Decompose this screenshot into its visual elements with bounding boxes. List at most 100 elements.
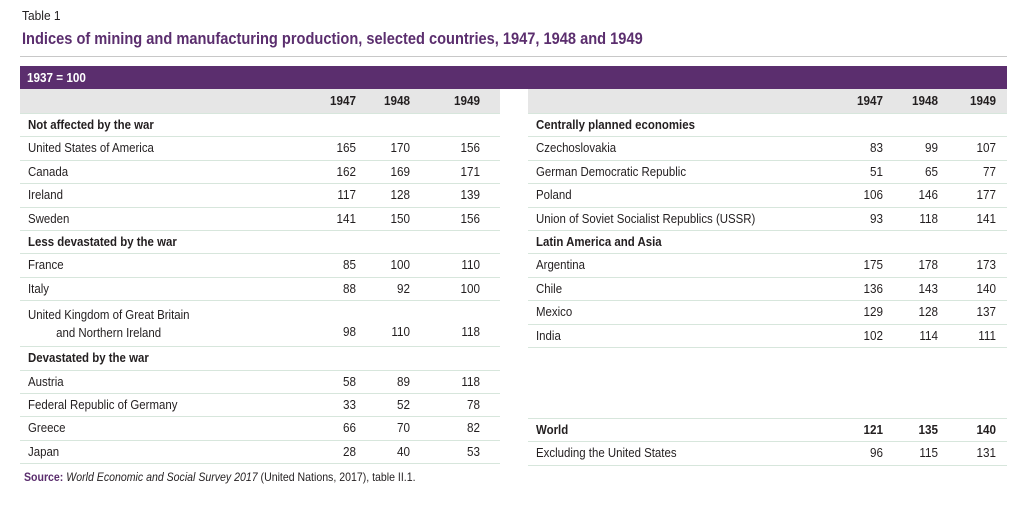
value-1949: 173 bbox=[976, 257, 996, 273]
row-label-line2: and Northern Ireland bbox=[56, 325, 162, 341]
row-label: Sweden bbox=[28, 210, 70, 226]
value-1948: 128 bbox=[918, 304, 938, 320]
table-row: Argentina 175 178 173 bbox=[528, 253, 1007, 278]
table-title: Indices of mining and manufacturing prod… bbox=[22, 29, 643, 48]
table-row: Italy 88 92 100 bbox=[20, 277, 500, 302]
title-divider bbox=[20, 56, 1007, 57]
value-1948: 143 bbox=[918, 280, 938, 296]
value-1947: 141 bbox=[336, 210, 356, 226]
value-1947: 117 bbox=[337, 187, 356, 203]
value-1948: 170 bbox=[390, 140, 410, 156]
year-header-1947: 1947 bbox=[329, 93, 356, 108]
row-label: Czechoslovakia bbox=[536, 140, 617, 156]
table-row: United Kingdom of Great Britain and North… bbox=[20, 300, 500, 348]
value-1947: 28 bbox=[342, 443, 356, 459]
table-row: Excluding the United States 96 115 131 bbox=[528, 441, 1007, 466]
world-row: World 121 135 140 bbox=[528, 418, 1007, 443]
row-label: United States of America bbox=[28, 140, 154, 156]
value-1949: 137 bbox=[976, 304, 996, 320]
group-heading: Centrally planned economies bbox=[528, 113, 1007, 138]
value-1948: 115 bbox=[919, 445, 938, 461]
row-label-line1: United Kingdom of Great Britain bbox=[28, 307, 190, 323]
value-1947: 96 bbox=[869, 445, 883, 461]
table-row: United States of America 165 170 156 bbox=[20, 136, 500, 161]
table-row: Sweden 141 150 156 bbox=[20, 207, 500, 231]
row-label: Excluding the United States bbox=[536, 445, 677, 461]
value-1948: 135 bbox=[918, 422, 938, 437]
table-row: Federal Republic of Germany 33 52 78 bbox=[20, 393, 500, 418]
value-1949: 118 bbox=[461, 324, 480, 340]
value-1948: 65 bbox=[924, 163, 938, 179]
value-1949: 107 bbox=[976, 140, 996, 156]
year-header-1948: 1948 bbox=[383, 93, 410, 108]
value-1949: 140 bbox=[976, 422, 996, 437]
value-1947: 136 bbox=[863, 280, 883, 296]
value-1949: 131 bbox=[976, 445, 996, 461]
table-row: France 85 100 110 bbox=[20, 253, 500, 278]
row-label: Devastated by the war bbox=[28, 350, 149, 366]
source-label: Source: bbox=[24, 470, 64, 484]
value-1948: 110 bbox=[391, 324, 410, 340]
table-row: German Democratic Republic 51 65 77 bbox=[528, 160, 1007, 185]
value-1949: 171 bbox=[460, 163, 480, 179]
value-1948: 70 bbox=[396, 420, 410, 436]
value-1949: 110 bbox=[461, 257, 480, 273]
blank-spacer-row bbox=[528, 347, 1007, 419]
row-label: Latin America and Asia bbox=[536, 234, 662, 249]
table-row: Poland 106 146 177 bbox=[528, 183, 1007, 208]
value-1948: 52 bbox=[396, 397, 410, 412]
value-1947: 129 bbox=[863, 304, 883, 320]
row-label: Italy bbox=[28, 280, 49, 296]
value-1947: 88 bbox=[342, 280, 356, 296]
value-1949: 53 bbox=[466, 443, 480, 459]
row-label: Less devastated by the war bbox=[28, 234, 177, 249]
value-1948: 100 bbox=[390, 257, 410, 273]
value-1949: 156 bbox=[460, 210, 480, 226]
table-row: Japan 28 40 53 bbox=[20, 440, 500, 465]
value-1949: 118 bbox=[461, 373, 480, 389]
row-label: World bbox=[536, 422, 569, 437]
table-row: Ireland 117 128 139 bbox=[20, 183, 500, 208]
value-1947: 58 bbox=[342, 373, 356, 389]
row-label: Federal Republic of Germany bbox=[28, 397, 178, 412]
source-rest: (United Nations, 2017), table II.1. bbox=[257, 470, 416, 484]
value-1948: 146 bbox=[918, 187, 938, 203]
value-1948: 114 bbox=[919, 327, 938, 343]
value-1948: 178 bbox=[918, 257, 938, 273]
row-label: France bbox=[28, 257, 64, 273]
value-1947: 93 bbox=[869, 210, 883, 226]
row-label: Greece bbox=[28, 420, 66, 436]
year-header-row: 1947 1948 1949 bbox=[20, 89, 500, 114]
value-1948: 99 bbox=[924, 140, 938, 156]
year-header-1948: 1948 bbox=[911, 93, 938, 108]
value-1948: 118 bbox=[919, 210, 938, 226]
row-label: Not affected by the war bbox=[28, 117, 154, 132]
table-row: Greece 66 70 82 bbox=[20, 416, 500, 441]
row-label: Ireland bbox=[28, 187, 63, 203]
value-1948: 169 bbox=[390, 163, 410, 179]
row-label: German Democratic Republic bbox=[536, 163, 687, 179]
value-1949: 141 bbox=[976, 210, 996, 226]
value-1949: 177 bbox=[976, 187, 996, 203]
value-1947: 106 bbox=[863, 187, 883, 203]
base-year-label: 1937 = 100 bbox=[27, 70, 86, 85]
row-label: Chile bbox=[536, 280, 563, 296]
table-label: Table 1 bbox=[22, 8, 61, 23]
table-row: Union of Soviet Socialist Republics (USS… bbox=[528, 207, 1007, 231]
row-label: Mexico bbox=[536, 304, 573, 320]
value-1949: 139 bbox=[460, 187, 480, 203]
year-header-1949: 1949 bbox=[453, 93, 480, 108]
table-row: India 102 114 111 bbox=[528, 324, 1007, 348]
year-header-row: 1947 1948 1949 bbox=[528, 89, 1007, 114]
group-heading: Latin America and Asia bbox=[528, 230, 1007, 255]
table-row: Mexico 129 128 137 bbox=[528, 300, 1007, 325]
row-label: Union of Soviet Socialist Republics (USS… bbox=[536, 210, 756, 226]
row-label: Argentina bbox=[536, 257, 585, 273]
row-label: Japan bbox=[28, 443, 60, 459]
value-1949: 156 bbox=[460, 140, 480, 156]
value-1947: 51 bbox=[869, 163, 883, 179]
value-1949: 100 bbox=[460, 280, 480, 296]
value-1947: 66 bbox=[342, 420, 356, 436]
table-row: Canada 162 169 171 bbox=[20, 160, 500, 185]
value-1948: 150 bbox=[390, 210, 410, 226]
